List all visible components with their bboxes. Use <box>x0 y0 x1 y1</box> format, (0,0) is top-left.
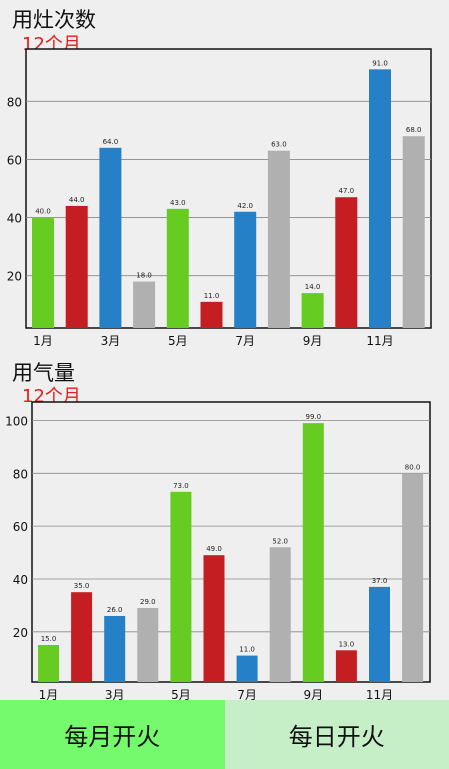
value-label: 37.0 <box>372 577 388 585</box>
y-tick-label: 60 <box>13 520 28 534</box>
value-label: 40.0 <box>35 208 51 216</box>
x-tick-label: 3月 <box>105 688 125 700</box>
bar-8月 <box>267 150 290 328</box>
x-tick-label: 9月 <box>303 688 323 700</box>
y-tick-label: 100 <box>5 414 28 428</box>
value-label: 13.0 <box>339 640 355 648</box>
value-label: 14.0 <box>305 283 321 291</box>
usage-count-chart: 20 40 60 80 40.0 44.0 64.0 18.0 43.0 11.0 42.0 63.0… <box>7 48 432 348</box>
bar-5月 <box>166 208 189 328</box>
bar-3月 <box>104 615 126 682</box>
value-label: 64.0 <box>103 138 119 146</box>
bar-10月 <box>335 197 358 328</box>
bottom-tab-bar: 每月开火 每日开火 <box>0 700 449 769</box>
tab-monthly-ignition[interactable]: 每月开火 <box>0 700 225 769</box>
bar-2月 <box>71 592 93 682</box>
value-label: 68.0 <box>406 126 422 134</box>
bar-5月 <box>170 491 192 682</box>
bar-10月 <box>335 650 357 682</box>
plot-area <box>25 48 432 329</box>
bar-11月 <box>369 586 390 682</box>
tab-daily-ignition[interactable]: 每日开火 <box>224 700 449 769</box>
y-tick-label: 80 <box>7 95 22 109</box>
x-tick-label: 11月 <box>366 688 393 700</box>
value-label: 35.0 <box>74 582 90 590</box>
value-label: 44.0 <box>69 196 85 204</box>
value-label: 47.0 <box>339 187 355 195</box>
bar-7月 <box>234 211 257 328</box>
value-label: 99.0 <box>306 413 322 421</box>
value-label: 43.0 <box>170 199 186 207</box>
plot-area <box>31 401 431 683</box>
x-tick-label: 11月 <box>366 334 393 348</box>
bar-1月 <box>32 217 54 328</box>
bar-6月 <box>200 301 223 328</box>
value-label: 11.0 <box>239 646 255 654</box>
x-tick-label: 3月 <box>101 334 121 348</box>
value-label: 18.0 <box>136 272 152 280</box>
bar-9月 <box>301 293 324 328</box>
gas-volume-chart: 20 40 60 80 100 15.0 35.0 26.0 29.0 73.0 49.0 11.0 5… <box>5 401 431 700</box>
value-label: 63.0 <box>271 141 287 149</box>
chart2-title: 用气量 <box>12 361 75 385</box>
value-label: 15.0 <box>41 635 57 643</box>
bar-7月 <box>236 655 258 682</box>
x-tick-label: 1月 <box>33 334 53 348</box>
bar-3月 <box>99 147 122 328</box>
y-tick-label: 40 <box>13 573 28 587</box>
y-tick-label: 80 <box>13 467 28 481</box>
x-tick-label: 5月 <box>171 688 191 700</box>
value-label: 73.0 <box>173 482 189 490</box>
bar-12月 <box>402 473 424 682</box>
value-label: 26.0 <box>107 606 123 614</box>
bar-1月 <box>38 645 59 682</box>
y-tick-label: 60 <box>7 153 22 167</box>
x-tick-label: 7月 <box>237 688 257 700</box>
value-label: 91.0 <box>372 59 388 67</box>
y-tick-label: 40 <box>7 212 22 226</box>
value-label: 49.0 <box>206 545 222 553</box>
bar-4月 <box>133 281 156 328</box>
bar-6月 <box>203 555 225 682</box>
x-tick-label: 9月 <box>303 334 323 348</box>
y-tick-label: 20 <box>7 270 22 284</box>
bar-9月 <box>302 423 324 682</box>
bar-11月 <box>369 69 391 328</box>
bar-4月 <box>137 608 159 682</box>
bar-8月 <box>269 547 291 682</box>
value-label: 29.0 <box>140 598 156 606</box>
x-tick-label: 5月 <box>168 334 188 348</box>
x-tick-label: 1月 <box>39 688 59 700</box>
value-label: 80.0 <box>405 463 421 471</box>
value-label: 42.0 <box>237 202 253 210</box>
chart1-title: 用灶次数 <box>12 8 96 32</box>
bar-12月 <box>402 136 425 328</box>
y-tick-label: 20 <box>13 626 28 640</box>
value-label: 52.0 <box>272 537 288 545</box>
x-tick-label: 7月 <box>235 334 255 348</box>
bar-2月 <box>65 205 88 328</box>
value-label: 11.0 <box>204 292 220 300</box>
